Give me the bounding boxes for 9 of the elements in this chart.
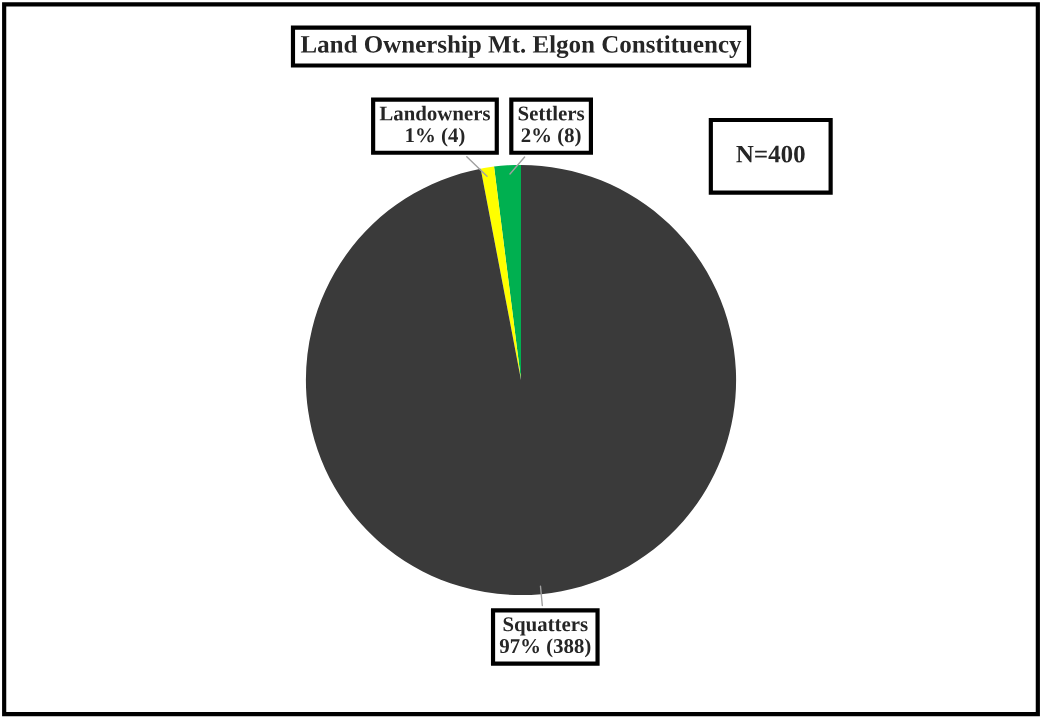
data-label: 1% (4)	[406, 127, 465, 147]
data-label: 97% (388)	[499, 638, 591, 658]
pie-slice	[305, 164, 737, 596]
slice-label: Squatters	[503, 617, 588, 636]
text: N=400	[736, 145, 805, 163]
chart-title: Land Ownership Mt. Elgon Constituency	[300, 35, 742, 59]
data-label: 2% (8)	[521, 127, 581, 147]
slice-label: Landowners	[379, 105, 491, 121]
slice-label: Settlers	[518, 105, 585, 121]
